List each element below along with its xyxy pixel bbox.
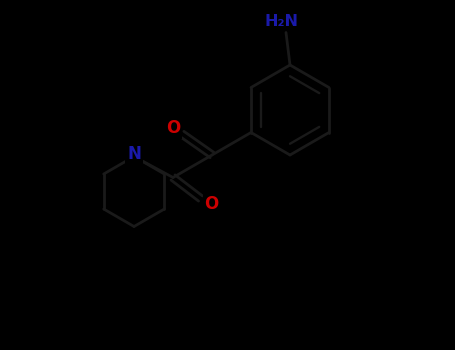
Text: H₂N: H₂N [264, 14, 298, 29]
Text: O: O [204, 195, 219, 212]
Text: O: O [166, 119, 180, 137]
Text: N: N [127, 145, 141, 162]
